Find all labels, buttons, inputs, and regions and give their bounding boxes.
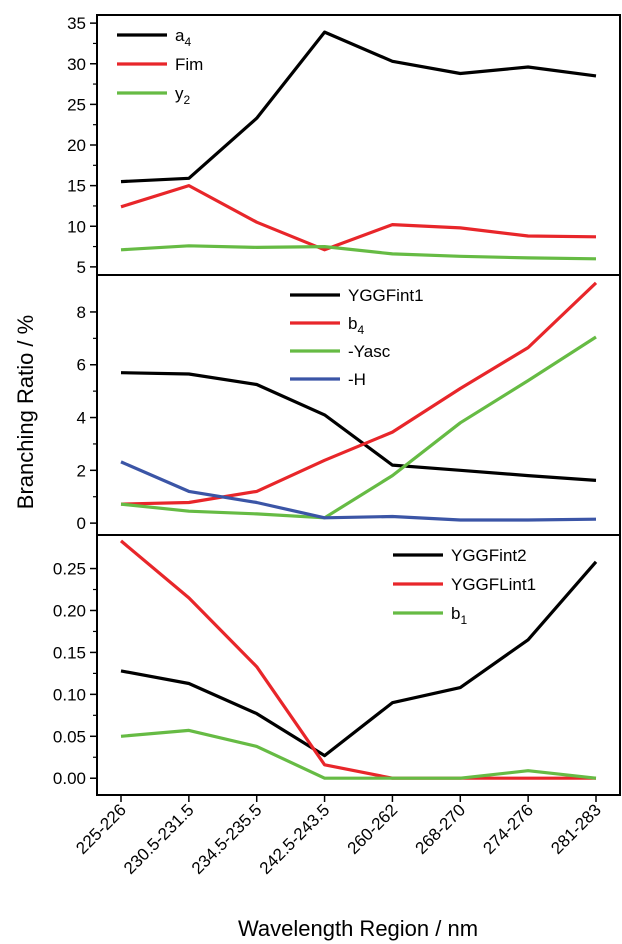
series-line-yggfint1 xyxy=(120,371,597,482)
x-tick-label: 242.5-243.5 xyxy=(256,800,334,878)
series-line-fim xyxy=(120,184,597,252)
y-tick-label: 0.15 xyxy=(53,643,86,662)
legend-label: y2 xyxy=(175,84,191,107)
y-tick-label: 8 xyxy=(77,303,86,322)
y-tick-label: 5 xyxy=(77,258,86,277)
x-tick-label: 230.5-231.5 xyxy=(120,800,198,878)
series-line-yggflint1 xyxy=(119,539,596,780)
x-axis-label: Wavelength Region / nm xyxy=(238,916,478,941)
y-axis-label: Branching Ratio / % xyxy=(13,315,38,509)
series-line-yggfint2 xyxy=(120,560,598,758)
panel-2: 0 2 4 6 8 YGGFint1 b4 -Yasc -H xyxy=(77,274,621,536)
legend-label: -H xyxy=(348,370,366,389)
series-line-y2 xyxy=(120,244,597,261)
panel-1: 5 10 15 20 25 30 35 a4 Fim y2 xyxy=(67,14,621,277)
x-tick-label: 274-276 xyxy=(479,800,537,858)
series-line-b4 xyxy=(120,281,598,506)
x-tick-label: 234.5-235.5 xyxy=(188,800,266,878)
y-tick-label: 6 xyxy=(77,356,86,375)
legend-label: Fim xyxy=(175,55,203,74)
legend-label: b4 xyxy=(348,314,364,337)
y-tick-label: 20 xyxy=(67,136,86,155)
x-tick-label: 260-262 xyxy=(344,800,402,858)
x-tick-label: 225-226 xyxy=(72,800,130,858)
y-tick-label: 0.05 xyxy=(53,727,86,746)
y-tick-label: 25 xyxy=(67,95,86,114)
series-line-b1 xyxy=(120,728,597,780)
plot-area: 5 10 15 20 25 30 35 a4 Fim y2 0 2 4 6 8 YGGFint1 b4 -Yasc… xyxy=(53,14,621,878)
y-tick-label: 35 xyxy=(67,14,86,33)
y-tick-label: 2 xyxy=(77,461,86,480)
y-tick-label: 10 xyxy=(67,217,86,236)
legend-label: YGGFint2 xyxy=(451,546,527,565)
y-tick-label: 0.00 xyxy=(53,769,86,788)
y-tick-label: 4 xyxy=(77,409,86,428)
y-tick-label: 30 xyxy=(67,55,86,74)
legend-label: a4 xyxy=(175,26,191,49)
y-tick-label: 15 xyxy=(67,177,86,196)
legend-label: YGGFLint1 xyxy=(451,575,536,594)
series-line-h xyxy=(120,460,597,522)
y-tick-label: 0.10 xyxy=(53,685,86,704)
legend-label: YGGFint1 xyxy=(348,286,424,305)
y-tick-label: 0 xyxy=(77,514,86,533)
series-line-a4 xyxy=(120,30,597,184)
panel-frame xyxy=(96,534,621,796)
x-tick-label: 268-270 xyxy=(412,800,470,858)
series-line-yasc xyxy=(120,335,597,520)
panel-3: 0.00 0.05 0.10 0.15 0.20 0.25 225-226230.5-231… xyxy=(53,534,621,878)
x-tick-label: 281-283 xyxy=(547,800,605,858)
legend-label: -Yasc xyxy=(348,342,391,361)
y-tick-label: 0.20 xyxy=(53,601,86,620)
y-tick-label: 0.25 xyxy=(53,560,86,579)
legend-label: b1 xyxy=(451,604,467,627)
